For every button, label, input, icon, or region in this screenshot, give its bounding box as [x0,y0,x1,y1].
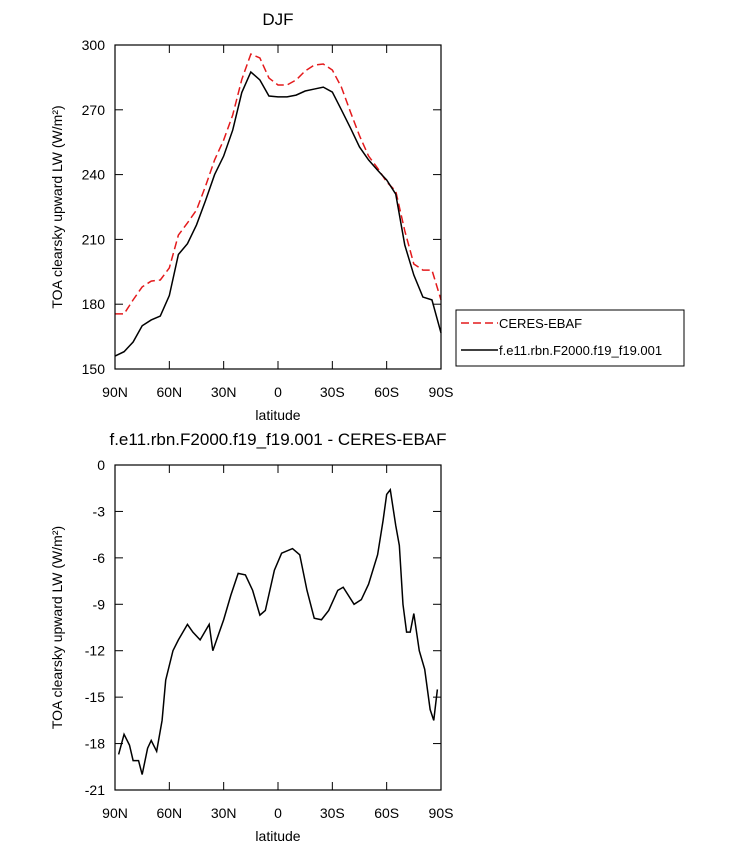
y-axis-label: TOA clearsky upward LW (W/m²) [49,105,65,308]
x-tick-label: 30S [320,384,345,400]
data-line [115,53,442,315]
y-tick-label: -18 [85,736,105,752]
x-tick-label: 30N [211,384,237,400]
y-tick-label: -12 [85,643,105,659]
y-tick-label: -3 [93,503,106,519]
x-tick-label: 90S [429,805,454,821]
data-line [114,70,442,357]
x-tick-label: 60N [156,384,182,400]
y-tick-label: 300 [82,37,106,53]
y-tick-label: 240 [82,167,106,183]
y-tick-label: 150 [82,361,106,377]
y-tick-label: -21 [85,782,105,798]
y-tick-label: 0 [97,457,105,473]
x-tick-label: 90N [102,805,128,821]
x-tick-label: 30S [320,805,345,821]
x-tick-label: 0 [274,384,282,400]
y-tick-label: -6 [93,550,106,566]
y-tick-label: -9 [93,596,106,612]
legend-box [455,309,685,367]
y-tick-label: -15 [85,689,105,705]
x-tick-label: 90S [429,384,454,400]
chart-title: DJF [262,10,293,29]
x-tick-label: 60S [374,805,399,821]
legend-label: f.e11.rbn.F2000.f19_f19.001 [499,343,662,358]
plot-frame [114,464,442,791]
y-axis-label: TOA clearsky upward LW (W/m²) [49,526,65,729]
data-line [117,487,439,775]
x-tick-label: 30N [211,805,237,821]
x-axis-label: latitude [255,828,300,844]
chart-title: f.e11.rbn.F2000.f19_f19.001 - CERES-EBAF [109,430,446,449]
x-tick-label: 0 [274,805,282,821]
x-tick-label: 90N [102,384,128,400]
legend-label: CERES-EBAF [499,316,582,331]
y-tick-label: 270 [82,102,106,118]
y-tick-label: 210 [82,231,106,247]
y-tick-label: 180 [82,296,106,312]
x-tick-label: 60N [156,805,182,821]
x-axis-label: latitude [255,407,300,423]
plot-frame [114,44,442,370]
x-tick-label: 60S [374,384,399,400]
